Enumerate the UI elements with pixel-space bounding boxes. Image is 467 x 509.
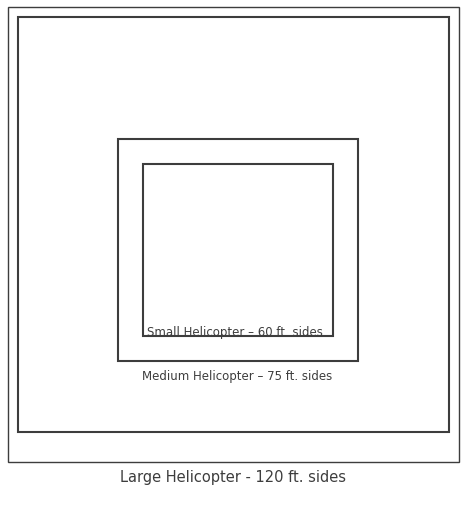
Text: Large Helicopter - 120 ft. sides: Large Helicopter - 120 ft. sides	[120, 469, 346, 484]
Bar	[18, 18, 449, 432]
Bar	[143, 165, 333, 336]
Bar	[8, 8, 459, 462]
Text: Medium Helicopter – 75 ft. sides: Medium Helicopter – 75 ft. sides	[142, 369, 332, 382]
Text: Small Helicopter – 60 ft. sides: Small Helicopter – 60 ft. sides	[147, 325, 323, 338]
Bar	[118, 140, 358, 361]
